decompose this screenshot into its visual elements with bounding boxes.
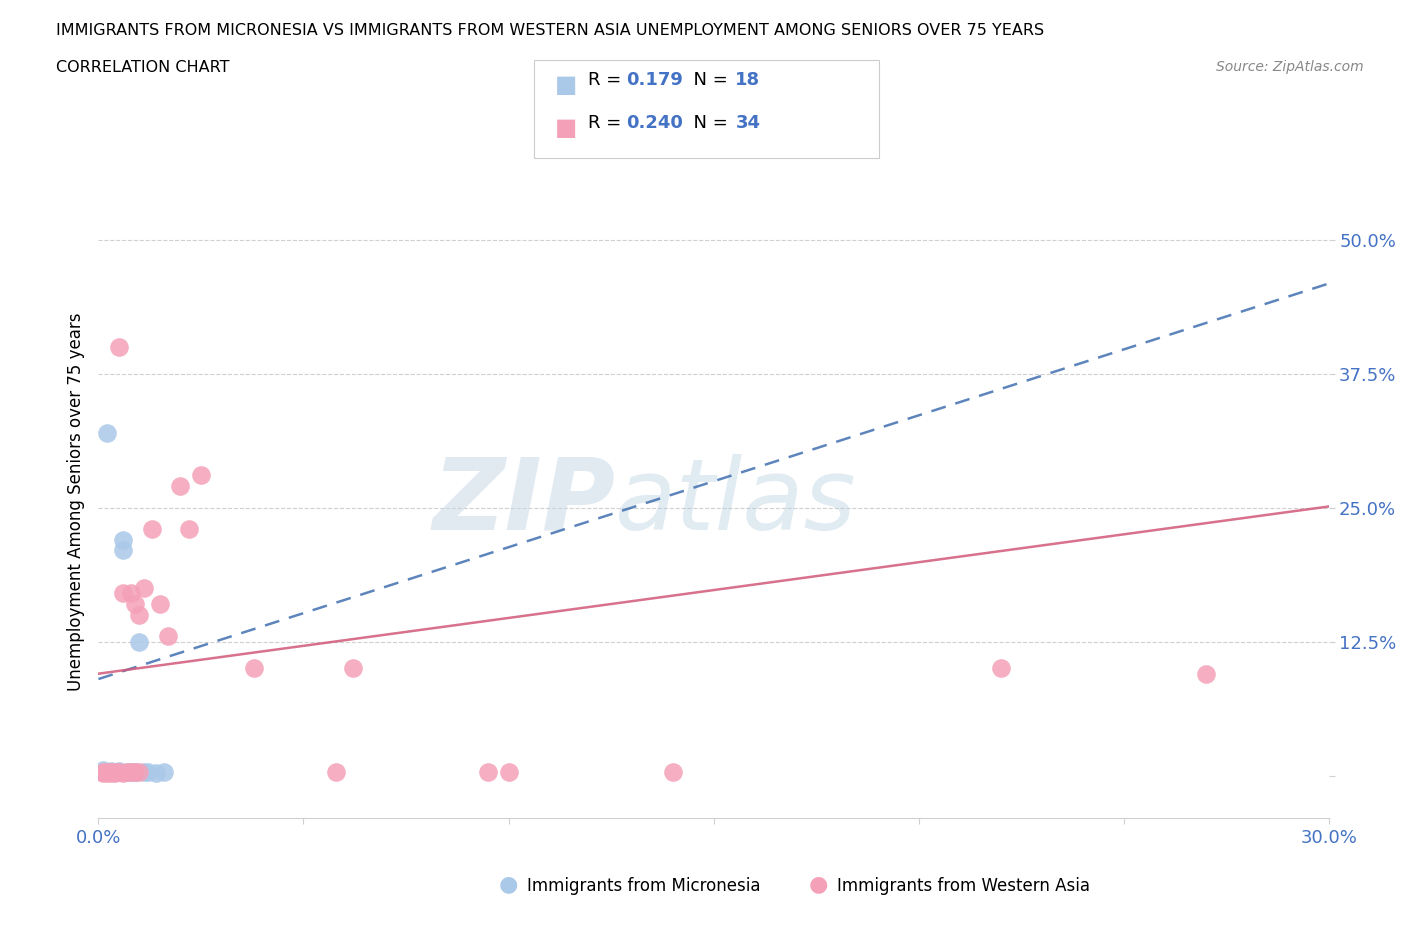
Point	[132, 764, 155, 779]
Point	[108, 764, 131, 778]
Point	[128, 607, 150, 622]
Point	[145, 766, 167, 781]
Point	[91, 764, 114, 779]
Point	[91, 766, 114, 781]
Point	[1195, 666, 1218, 681]
Point	[96, 766, 118, 781]
Point	[104, 764, 127, 779]
Text: Immigrants from Western Asia: Immigrants from Western Asia	[837, 877, 1090, 895]
Point	[132, 580, 155, 595]
Point	[124, 764, 146, 779]
Point	[96, 425, 118, 440]
Point	[153, 764, 176, 779]
Point	[112, 543, 135, 558]
Point	[115, 764, 138, 779]
Text: 34: 34	[735, 114, 761, 132]
Point	[112, 586, 135, 601]
Point	[100, 766, 122, 781]
Point	[190, 468, 212, 483]
Point	[100, 764, 122, 778]
Point	[124, 764, 146, 779]
Point	[124, 596, 146, 611]
Text: N =: N =	[682, 114, 734, 132]
Point	[124, 764, 146, 779]
Point	[112, 532, 135, 547]
Point	[100, 764, 122, 779]
Point	[661, 764, 683, 779]
Point	[477, 764, 499, 779]
Point	[136, 764, 159, 779]
Text: ZIP: ZIP	[432, 454, 616, 551]
Point	[325, 764, 347, 779]
Text: ■: ■	[555, 73, 578, 97]
Text: ■: ■	[555, 116, 578, 140]
Text: 0.179: 0.179	[626, 71, 682, 88]
Point	[91, 763, 114, 777]
Text: Immigrants from Micronesia: Immigrants from Micronesia	[527, 877, 761, 895]
Point	[112, 766, 135, 781]
Point	[128, 634, 150, 649]
Text: Source: ZipAtlas.com: Source: ZipAtlas.com	[1216, 60, 1364, 74]
Text: N =: N =	[682, 71, 734, 88]
Text: ●: ●	[808, 874, 828, 895]
Point	[115, 764, 138, 779]
Point	[157, 629, 180, 644]
Point	[108, 764, 131, 779]
Y-axis label: Unemployment Among Seniors over 75 years: Unemployment Among Seniors over 75 years	[66, 313, 84, 691]
Text: R =: R =	[588, 114, 627, 132]
Point	[104, 766, 127, 781]
Text: 0.240: 0.240	[626, 114, 682, 132]
Point	[149, 596, 172, 611]
Text: atlas: atlas	[616, 454, 856, 551]
Point	[128, 764, 150, 779]
Point	[108, 339, 131, 354]
Point	[96, 764, 118, 779]
Point	[120, 586, 142, 601]
Point	[990, 661, 1012, 676]
Text: 18: 18	[735, 71, 761, 88]
Point	[177, 522, 200, 537]
Point	[104, 764, 127, 779]
Point	[100, 764, 122, 779]
Point	[243, 661, 266, 676]
Point	[120, 764, 142, 779]
Text: CORRELATION CHART: CORRELATION CHART	[56, 60, 229, 75]
Text: ●: ●	[499, 874, 519, 895]
Text: IMMIGRANTS FROM MICRONESIA VS IMMIGRANTS FROM WESTERN ASIA UNEMPLOYMENT AMONG SE: IMMIGRANTS FROM MICRONESIA VS IMMIGRANTS…	[56, 23, 1045, 38]
Point	[120, 764, 142, 779]
Point	[169, 479, 191, 494]
Point	[498, 764, 520, 779]
Point	[342, 661, 364, 676]
Point	[141, 522, 163, 537]
Point	[108, 764, 131, 779]
Text: R =: R =	[588, 71, 627, 88]
